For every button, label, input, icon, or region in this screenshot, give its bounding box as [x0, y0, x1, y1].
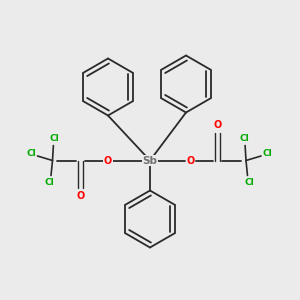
- Text: Sb: Sb: [142, 155, 158, 166]
- Text: Cl: Cl: [49, 134, 59, 143]
- Text: Cl: Cl: [244, 178, 254, 187]
- Text: O: O: [104, 155, 112, 166]
- Text: O: O: [76, 191, 85, 201]
- Text: Cl: Cl: [26, 149, 36, 158]
- Text: Cl: Cl: [263, 149, 272, 158]
- Text: O: O: [186, 155, 195, 166]
- Text: Cl: Cl: [240, 134, 249, 143]
- Text: Cl: Cl: [45, 178, 54, 187]
- Text: O: O: [213, 120, 222, 130]
